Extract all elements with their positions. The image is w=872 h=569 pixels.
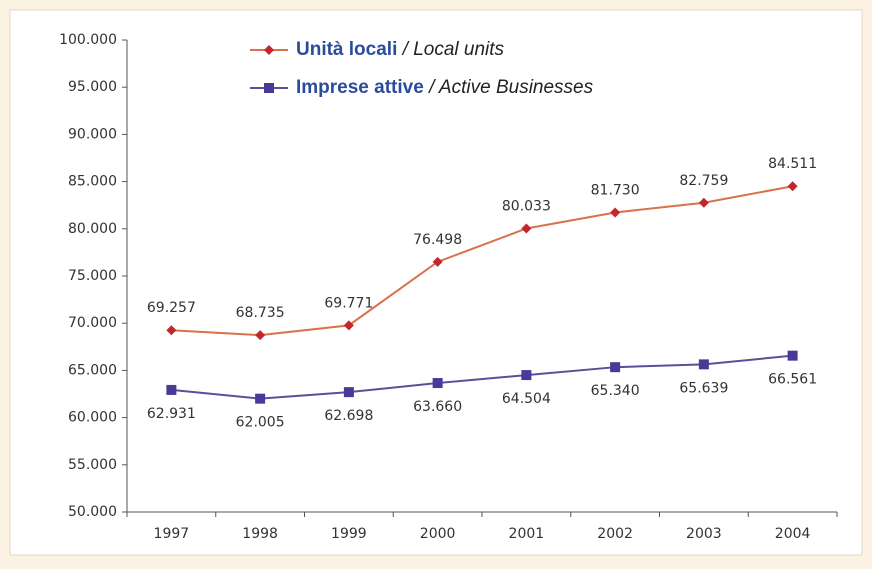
- data-label: 62.698: [324, 408, 373, 424]
- point: [698, 359, 709, 370]
- data-label: 63.660: [413, 399, 462, 415]
- point: [698, 197, 709, 208]
- data-label: 80.033: [502, 198, 551, 214]
- data-label: 68.735: [236, 305, 285, 321]
- y-tick-label: 95.000: [68, 79, 117, 95]
- data-label: 81.730: [591, 182, 640, 198]
- data-label: 84.511: [768, 156, 817, 172]
- point: [264, 83, 274, 93]
- x-tick-label: 2000: [420, 526, 456, 542]
- data-label: 69.257: [147, 300, 196, 316]
- x-tick-label: 1998: [242, 526, 278, 542]
- point: [166, 384, 177, 395]
- y-tick-label: 90.000: [68, 126, 117, 142]
- point: [255, 393, 266, 404]
- point: [521, 370, 532, 381]
- x-tick-label: 2004: [775, 526, 811, 542]
- point: [787, 181, 798, 192]
- point: [787, 350, 798, 361]
- y-tick-label: 65.000: [68, 362, 117, 378]
- point: [166, 325, 177, 336]
- data-label: 65.639: [679, 380, 728, 396]
- data-label: 65.340: [591, 383, 640, 399]
- series-line: [171, 354, 793, 400]
- y-tick-label: 55.000: [68, 457, 117, 473]
- y-tick-label: 80.000: [68, 221, 117, 237]
- data-label: 82.759: [679, 173, 728, 189]
- x-tick-label: 2001: [509, 526, 545, 542]
- plot-panel: [9, 9, 863, 556]
- y-tick-label: 70.000: [68, 315, 117, 331]
- data-label: 76.498: [413, 232, 462, 248]
- point: [255, 330, 266, 341]
- legend-label: Imprese attive / Active Businesses: [296, 77, 594, 98]
- point: [521, 223, 532, 234]
- x-tick-label: 1999: [331, 526, 367, 542]
- data-label: 62.931: [147, 406, 196, 422]
- y-tick-label: 100.000: [59, 32, 117, 48]
- y-tick-label: 50.000: [68, 504, 117, 520]
- data-label: 69.771: [324, 295, 373, 311]
- point: [343, 387, 354, 398]
- x-tick-label: 2002: [597, 526, 633, 542]
- y-tick-label: 60.000: [68, 410, 117, 426]
- point: [432, 378, 443, 389]
- y-tick-label: 75.000: [68, 268, 117, 284]
- point: [610, 207, 621, 218]
- data-label: 64.504: [502, 391, 551, 407]
- data-label: 62.005: [236, 415, 285, 431]
- x-tick-label: 2003: [686, 526, 722, 542]
- data-label: 66.561: [768, 372, 817, 388]
- series-line: [171, 185, 793, 337]
- point: [610, 362, 621, 373]
- x-tick-label: 1997: [154, 526, 190, 542]
- point: [343, 320, 354, 331]
- legend-label: Unità locali / Local units: [296, 39, 505, 60]
- y-tick-label: 85.000: [68, 174, 117, 190]
- point: [264, 45, 274, 55]
- point: [432, 256, 443, 267]
